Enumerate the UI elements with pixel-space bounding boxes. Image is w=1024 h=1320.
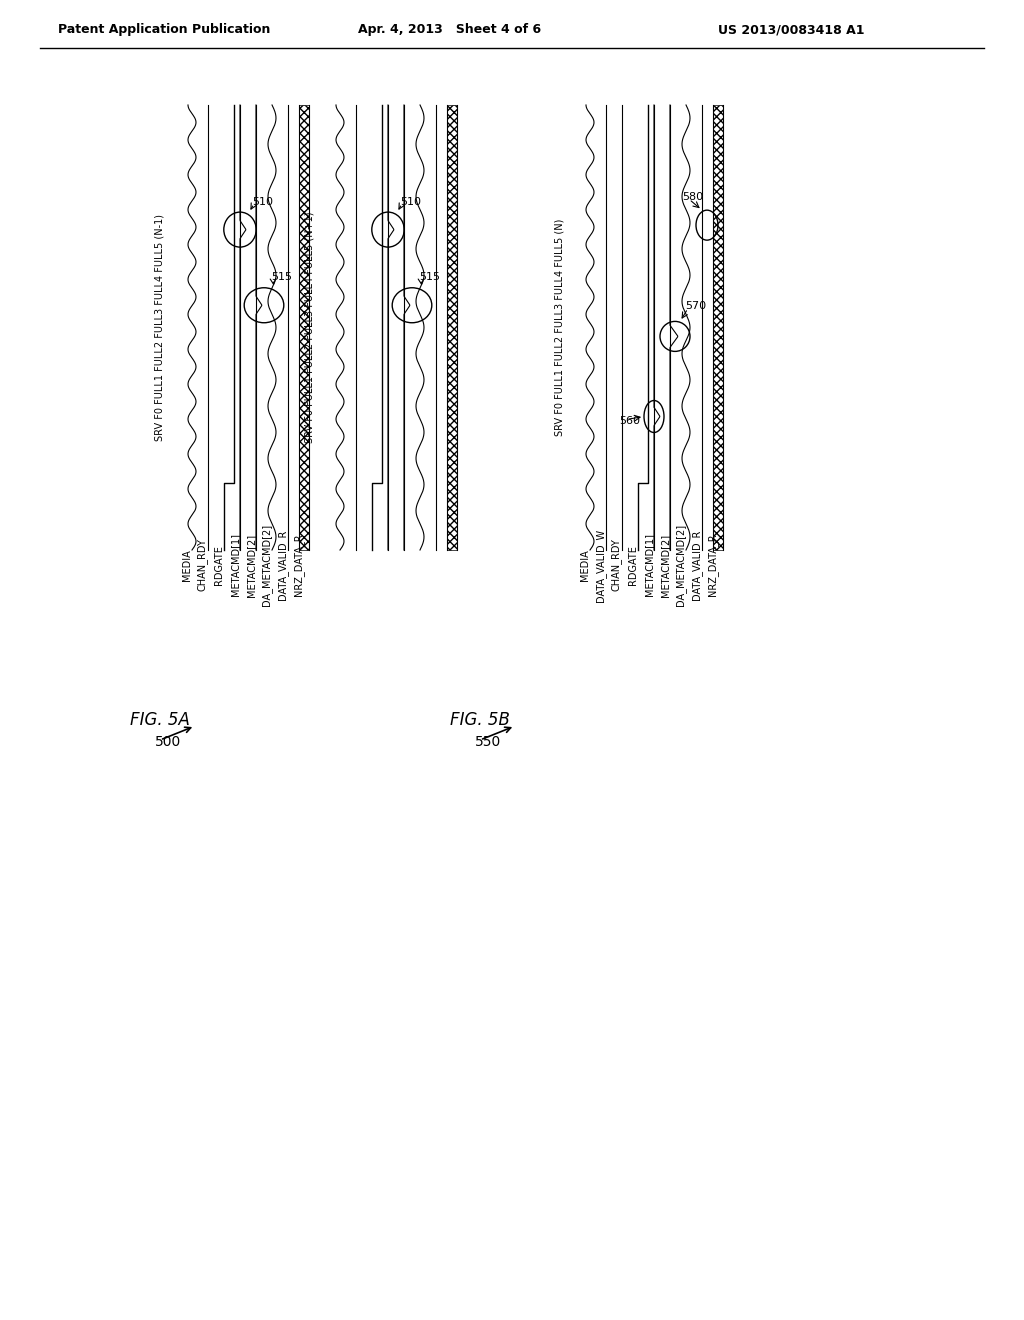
- Text: 500: 500: [155, 735, 181, 748]
- Text: DA_METACMD[2]: DA_METACMD[2]: [261, 524, 272, 606]
- Text: NRZ_DATA_R: NRZ_DATA_R: [708, 533, 718, 597]
- Text: 580: 580: [682, 193, 703, 202]
- Text: Apr. 4, 2013   Sheet 4 of 6: Apr. 4, 2013 Sheet 4 of 6: [358, 24, 541, 37]
- Text: METACMD[2]: METACMD[2]: [660, 533, 670, 597]
- Text: SRV F0 FULL1 FULL2 FULL3 FULL4 FULL5 (N-1): SRV F0 FULL1 FULL2 FULL3 FULL4 FULL5 (N-…: [155, 214, 165, 441]
- Text: NRZ_DATA_R: NRZ_DATA_R: [293, 533, 304, 597]
- Text: 560: 560: [618, 417, 640, 426]
- Text: SRV F0 FULL1 FULL2 FULL3 FULL4 FULL5 (N): SRV F0 FULL1 FULL2 FULL3 FULL4 FULL5 (N): [555, 219, 565, 436]
- Text: 510: 510: [400, 197, 421, 207]
- Text: DA_METACMD[2]: DA_METACMD[2]: [675, 524, 686, 606]
- Text: METACMD[2]: METACMD[2]: [246, 533, 256, 597]
- Text: CHAN_RDY: CHAN_RDY: [611, 539, 622, 591]
- Text: METACMD[1]: METACMD[1]: [230, 533, 240, 597]
- Text: 515: 515: [419, 272, 440, 282]
- Text: FIG. 5A: FIG. 5A: [130, 711, 189, 729]
- Bar: [447, 106, 457, 550]
- Text: FIG. 5B: FIG. 5B: [450, 711, 510, 729]
- Text: DATA_VALID_W: DATA_VALID_W: [595, 528, 606, 602]
- Text: SRV F0 FULL1 FULL2 FULL3 FULL4 FULL5 (N+1): SRV F0 FULL1 FULL2 FULL3 FULL4 FULL5 (N+…: [305, 211, 315, 444]
- Text: DATA_VALID_R: DATA_VALID_R: [278, 529, 288, 601]
- Text: US 2013/0083418 A1: US 2013/0083418 A1: [718, 24, 864, 37]
- Bar: [713, 106, 723, 550]
- Text: METACMD[1]: METACMD[1]: [644, 533, 654, 597]
- Text: RDGATE: RDGATE: [628, 545, 638, 585]
- Text: DATA_VALID_R: DATA_VALID_R: [691, 529, 702, 601]
- Text: MEDIA: MEDIA: [182, 549, 193, 581]
- Text: 510: 510: [252, 197, 273, 207]
- Text: 515: 515: [271, 272, 292, 282]
- Text: 550: 550: [475, 735, 502, 748]
- Text: MEDIA: MEDIA: [580, 549, 590, 581]
- Text: 570: 570: [685, 301, 707, 312]
- Text: RDGATE: RDGATE: [214, 545, 224, 585]
- Text: Patent Application Publication: Patent Application Publication: [58, 24, 270, 37]
- Text: CHAN_RDY: CHAN_RDY: [197, 539, 208, 591]
- Bar: [299, 106, 309, 550]
